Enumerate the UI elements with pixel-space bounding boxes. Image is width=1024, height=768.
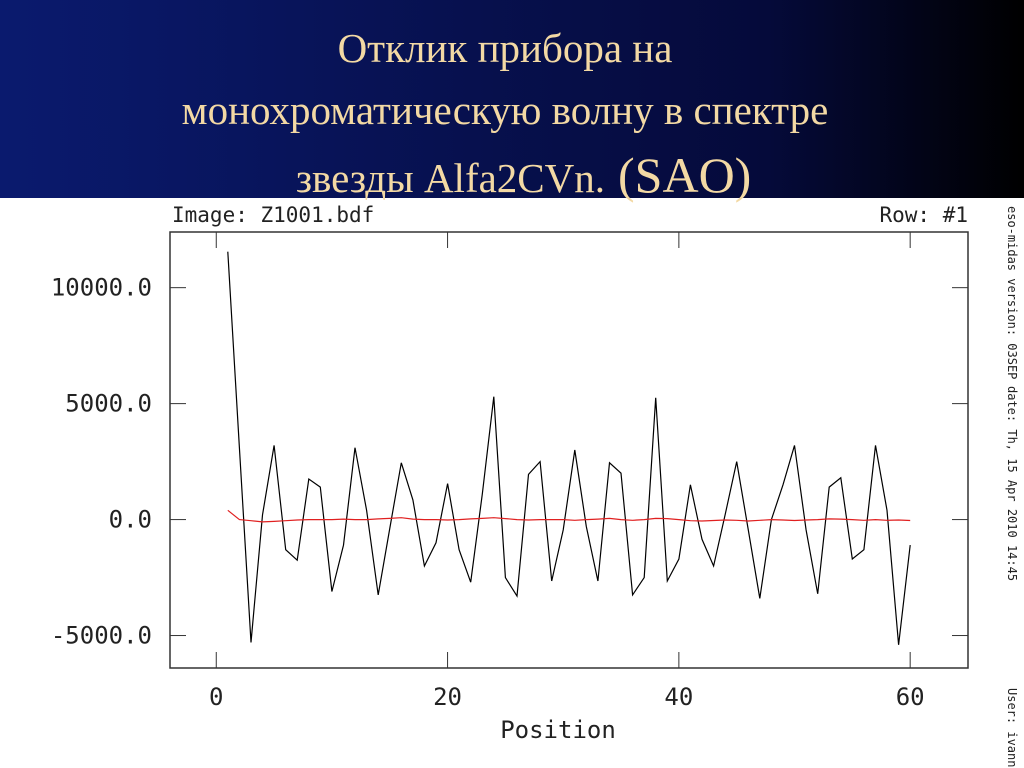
y-tick-label: 5000.0 [65,390,152,418]
data-line [227,509,911,523]
plot-frame [169,231,969,669]
header-left: Image: Z1001.bdf [172,203,374,227]
x-tick-label: 20 [433,683,462,711]
x-axis-label: Position [500,716,616,744]
title-line: монохроматическую волну в спектре [182,87,829,133]
header-background [0,0,1024,200]
side-note: eso-midas version: 03SEP [1005,206,1019,379]
data-line [227,251,911,645]
side-note: User: ivann [1005,688,1019,767]
y-tick-label: 10000.0 [51,274,152,302]
title-line: звезды Alfa2CVn. [296,155,605,201]
plot-background [0,198,1024,768]
x-tick-label: 60 [896,683,925,711]
header-right: Row: #1 [879,203,968,227]
y-tick-label: 0.0 [109,506,152,534]
title-line: Отклик прибора на [338,25,673,71]
title-note: (SAO) [618,147,751,203]
side-note: date: Th, 15 Apr 2010 14:45 [1005,386,1019,581]
y-tick-label: -5000.0 [51,622,152,650]
x-tick-label: 0 [209,683,223,711]
x-tick-label: 40 [664,683,693,711]
